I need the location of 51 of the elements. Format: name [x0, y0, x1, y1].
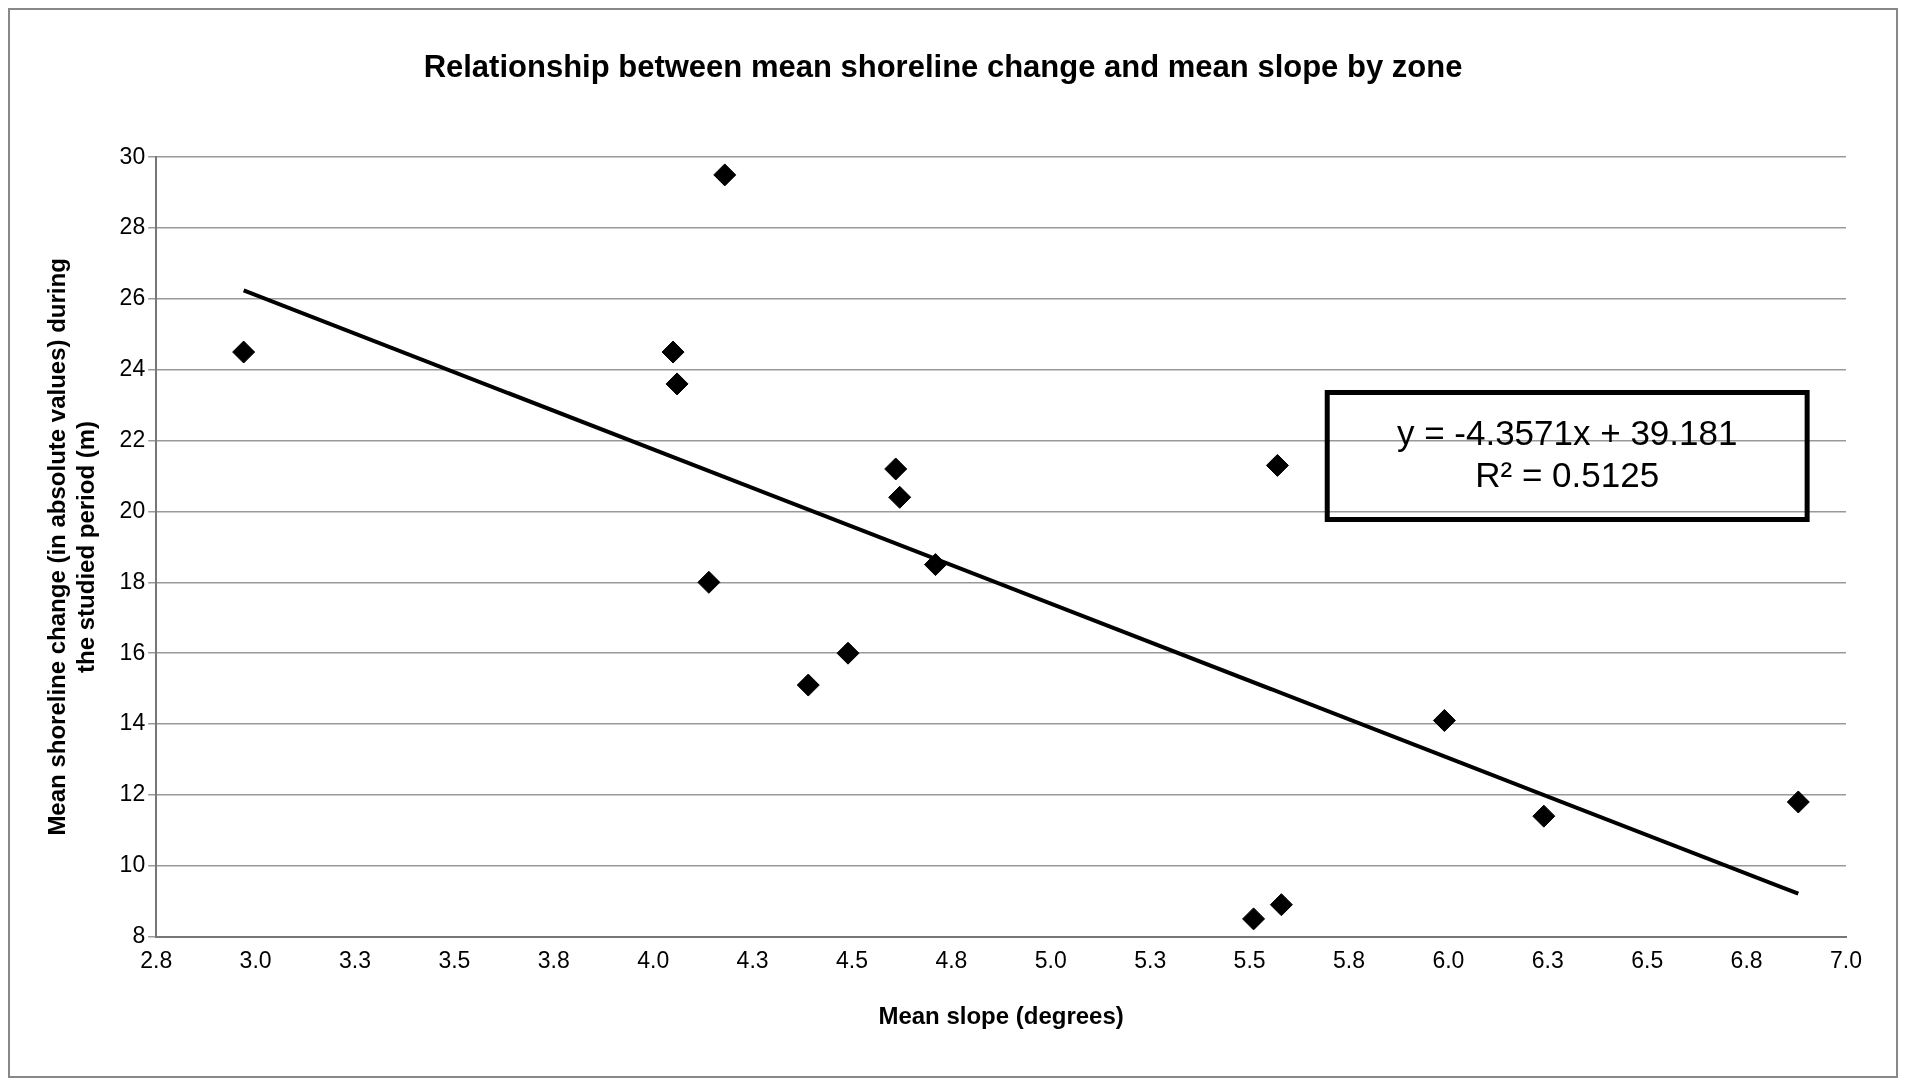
point — [923, 553, 947, 577]
y-tick-label: 26 — [119, 284, 146, 311]
y-tick-label: 12 — [119, 780, 146, 807]
y-tick-label: 16 — [119, 638, 146, 665]
y-tick-label: 10 — [119, 851, 146, 878]
x-tick-label: 5.0 — [1034, 946, 1067, 973]
x-tick-label: 6.8 — [1730, 946, 1763, 973]
y-tick-label: 24 — [119, 355, 146, 382]
x-tick-label: 6.3 — [1531, 946, 1564, 973]
y-tick-label: 18 — [119, 567, 146, 594]
point — [713, 163, 737, 187]
y-tick-label: 8 — [132, 921, 146, 948]
y-tick-label: 22 — [119, 425, 146, 452]
point — [661, 340, 685, 364]
y-tick-label: 30 — [119, 142, 146, 169]
point — [1432, 708, 1456, 732]
annotation: y = -4.3571x + 39.181 — [1396, 412, 1738, 452]
x-tick-label: 5.3 — [1134, 946, 1167, 973]
chart-title: Relationship between mean shoreline change and mean slope by zone — [423, 49, 1463, 85]
point — [796, 673, 820, 697]
x-tick-label: 6.5 — [1631, 946, 1664, 973]
point — [836, 641, 860, 665]
point — [1786, 790, 1810, 814]
y-tick-label: 28 — [119, 213, 146, 240]
x-tick-label: 5.8 — [1333, 946, 1365, 973]
x-tick-label: 3.3 — [338, 946, 371, 973]
point — [232, 340, 256, 364]
x-tick-label: 3.8 — [537, 946, 570, 973]
x-tick-label: 4.5 — [836, 946, 868, 973]
x-axis-title: Mean slope (degrees) — [878, 1002, 1124, 1030]
x-tick-label: 4.3 — [736, 946, 769, 973]
x-tick-label: 3.5 — [438, 946, 471, 973]
x-tick-label: 7.0 — [1830, 946, 1862, 973]
point — [1269, 893, 1293, 917]
y-axis-title: Mean shoreline change (in absolute values) during the studied period (m) — [43, 258, 99, 836]
x-tick-label: 2.8 — [140, 946, 173, 973]
y-tick-label: 14 — [119, 709, 146, 736]
x-tick-label: 3.0 — [239, 946, 272, 973]
point — [888, 485, 912, 509]
x-tick-label: 4.8 — [935, 946, 968, 973]
y-tick-label: 20 — [119, 496, 146, 523]
x-tick-label: 5.5 — [1233, 946, 1266, 973]
x-tick-label: 6.0 — [1432, 946, 1465, 973]
annotation: R² = 0.5125 — [1475, 454, 1660, 494]
point — [1242, 907, 1266, 931]
point — [697, 570, 721, 594]
point — [1265, 453, 1289, 477]
point — [884, 457, 908, 481]
point — [665, 372, 689, 396]
point — [1532, 804, 1556, 828]
x-tick-label: 4.0 — [637, 946, 670, 973]
